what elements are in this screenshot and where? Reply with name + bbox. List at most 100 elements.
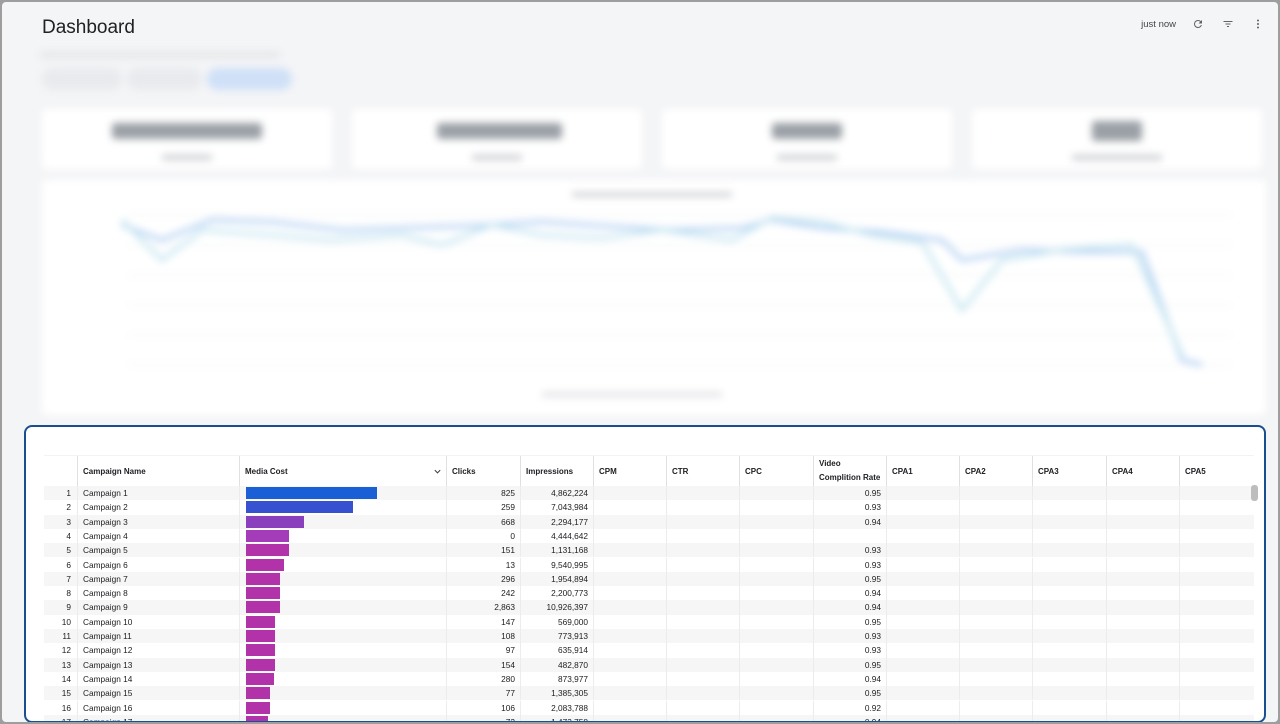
media-cost-cell [239, 600, 446, 615]
table-row[interactable]: 2 Campaign 2 259 7,043,984 0.93 [44, 500, 1254, 515]
cpa2-cell [959, 571, 1032, 587]
campaign-name-cell: Campaign 2 [77, 500, 239, 515]
video-completion-rate-cell: 0.95 [813, 614, 886, 629]
header-video-completion-rate[interactable]: Video Complition Rate [813, 456, 886, 486]
header-impressions[interactable]: Impressions [520, 456, 593, 486]
cpa2-cell [959, 600, 1032, 615]
media-cost-cell [239, 700, 446, 715]
cpa1-cell [886, 500, 959, 515]
media-cost-cell [239, 714, 446, 721]
cpa5-cell [1179, 600, 1252, 615]
cpa3-cell [1032, 671, 1106, 687]
campaign-name-cell: Campaign 15 [77, 686, 239, 701]
cpc-cell [739, 514, 813, 529]
ctr-cell [666, 714, 739, 721]
table-scrollbar[interactable] [1251, 485, 1258, 501]
refresh-icon[interactable] [1190, 16, 1206, 32]
header-media-cost[interactable]: Media Cost [239, 456, 446, 486]
media-cost-bar [246, 558, 284, 571]
campaign-name-cell: Campaign 14 [77, 671, 239, 687]
cpa3-cell [1032, 528, 1106, 544]
row-index: 17 [44, 715, 77, 721]
impressions-cell: 4,444,642 [520, 528, 593, 544]
impressions-cell: 1,385,305 [520, 686, 593, 701]
ctr-cell [666, 600, 739, 615]
cpa4-cell [1106, 486, 1179, 501]
cpa1-cell [886, 486, 959, 501]
cpa5-cell [1179, 557, 1252, 572]
table-row[interactable]: 4 Campaign 4 0 4,444,642 [44, 528, 1254, 544]
cpm-cell [593, 614, 666, 629]
video-completion-rate-cell: 0.94 [813, 514, 886, 529]
table-row[interactable]: 1 Campaign 1 825 4,862,224 0.95 [44, 486, 1254, 501]
table-row[interactable]: 8 Campaign 8 242 2,200,773 0.94 [44, 586, 1254, 601]
media-cost-bar [246, 501, 353, 514]
table-row[interactable]: 17Campaign 17 721,473,758 0.94 [44, 714, 1254, 721]
header-cpa4[interactable]: CPA4 [1106, 456, 1179, 486]
cpc-cell [739, 557, 813, 572]
campaign-name-cell: Campaign 10 [77, 614, 239, 629]
more-vert-icon[interactable] [1250, 16, 1266, 32]
table-row[interactable]: 11 Campaign 11 108 773,913 0.93 [44, 629, 1254, 644]
cpa5-cell [1179, 500, 1252, 515]
header-clicks[interactable]: Clicks [446, 456, 520, 486]
campaign-name-cell: Campaign 6 [77, 557, 239, 572]
cpc-cell [739, 714, 813, 721]
table-row[interactable]: 16 Campaign 16 106 2,083,788 0.92 [44, 700, 1254, 715]
impressions-cell: 773,913 [520, 629, 593, 644]
header-campaign-name[interactable]: Campaign Name [77, 456, 239, 486]
filter-chip[interactable] [127, 68, 202, 90]
row-index: 2 [66, 502, 71, 513]
header-cpa1[interactable]: CPA1 [886, 456, 959, 486]
video-completion-rate-cell: 0.94 [813, 600, 886, 615]
header-cpa2[interactable]: CPA2 [959, 456, 1032, 486]
table-row[interactable]: 5 Campaign 5 151 1,131,168 0.93 [44, 543, 1254, 558]
table-row[interactable]: 14 Campaign 14 280 873,977 0.94 [44, 671, 1254, 687]
row-index: 9 [66, 602, 71, 613]
row-index: 3 [66, 516, 71, 527]
media-cost-bar [246, 544, 289, 557]
media-cost-bar [246, 630, 275, 642]
table-row[interactable]: 13 Campaign 13 154 482,870 0.95 [44, 657, 1254, 672]
media-cost-cell [239, 614, 446, 629]
blurred-background [2, 2, 1278, 422]
row-index: 4 [66, 530, 71, 541]
row-index: 6 [66, 559, 71, 570]
campaign-name-cell: Campaign 17 [77, 714, 239, 721]
cpa5-cell [1179, 528, 1252, 544]
impressions-cell: 7,043,984 [520, 500, 593, 515]
header-cpm[interactable]: CPM [593, 456, 666, 486]
clicks-cell: 0 [446, 528, 520, 544]
table-row[interactable]: 10 Campaign 10 147 569,000 0.95 [44, 614, 1254, 629]
cpa1-cell [886, 586, 959, 601]
clicks-cell: 242 [446, 586, 520, 601]
impressions-cell: 2,200,773 [520, 586, 593, 601]
cpa1-cell [886, 571, 959, 587]
cpa3-cell [1032, 700, 1106, 715]
sort-desc-icon[interactable] [433, 467, 442, 478]
impressions-cell: 1,473,758 [520, 714, 593, 721]
table-row[interactable]: 15 Campaign 15 77 1,385,305 0.95 [44, 686, 1254, 701]
header-cpa5[interactable]: CPA5 [1179, 456, 1252, 486]
clicks-cell: 106 [446, 700, 520, 715]
cpa1-cell [886, 657, 959, 672]
filter-chip[interactable] [42, 68, 122, 90]
media-cost-bar [246, 658, 275, 671]
filter-chip-active[interactable] [207, 68, 292, 90]
header-media-cost-label: Media Cost [245, 466, 288, 476]
header-cpc[interactable]: CPC [739, 456, 813, 486]
cpa3-cell [1032, 686, 1106, 701]
table-row[interactable]: 3 Campaign 3 668 2,294,177 0.94 [44, 514, 1254, 529]
cpa2-cell [959, 486, 1032, 501]
campaign-name-cell: Campaign 11 [77, 629, 239, 644]
media-cost-bar [246, 487, 377, 499]
table-row[interactable]: 6 Campaign 6 13 9,540,995 0.93 [44, 557, 1254, 572]
header-ctr[interactable]: CTR [666, 456, 739, 486]
table-row[interactable]: 7 Campaign 7 296 1,954,894 0.95 [44, 571, 1254, 587]
cpc-cell [739, 629, 813, 644]
cpa5-cell [1179, 629, 1252, 644]
table-row[interactable]: 9 Campaign 9 2,863 10,926,397 0.94 [44, 600, 1254, 615]
table-row[interactable]: 12 Campaign 12 97 635,914 0.93 [44, 643, 1254, 658]
header-cpa3[interactable]: CPA3 [1032, 456, 1106, 486]
filter-icon[interactable] [1220, 16, 1236, 32]
